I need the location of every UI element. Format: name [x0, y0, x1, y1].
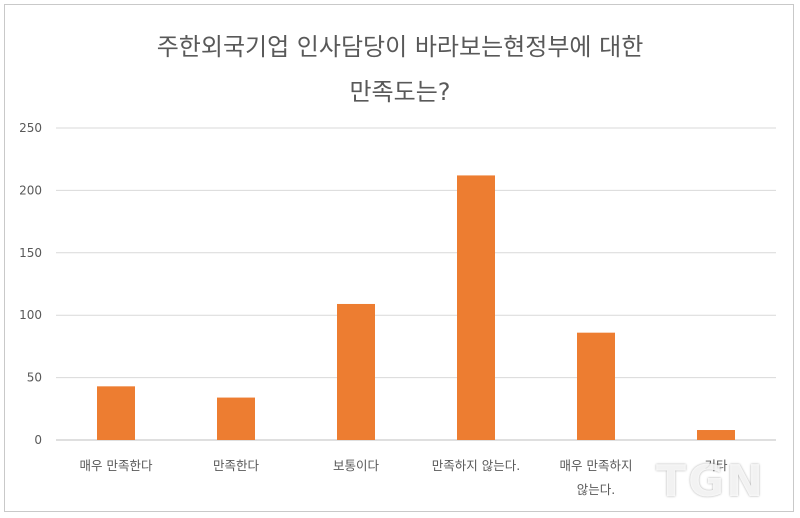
y-tick-label: 0 — [34, 433, 42, 447]
y-tick-label: 100 — [19, 308, 42, 322]
watermark-logo: TGN — [656, 456, 765, 507]
chart-title-line1: 주한외국기업 인사담당이 바라보는현정부에 대한 — [156, 33, 644, 61]
y-tick-label: 50 — [27, 371, 42, 385]
bar — [697, 430, 735, 440]
x-category-label: 않는다. — [577, 482, 615, 497]
y-tick-label: 200 — [19, 183, 42, 197]
bar — [217, 397, 255, 440]
chart-frame — [4, 4, 794, 512]
x-category-label: 매우 만족하지 — [560, 458, 633, 473]
chart-title-line2: 만족도는? — [349, 78, 451, 106]
x-category-label: 보통이다 — [333, 458, 380, 473]
bar — [337, 303, 375, 440]
y-tick-label: 150 — [19, 246, 42, 260]
x-category-label: 만족한다 — [213, 458, 260, 473]
gridlines — [56, 127, 776, 441]
x-category-label: 만족하지 않는다. — [432, 458, 520, 473]
bar — [577, 332, 615, 440]
y-tick-label: 250 — [19, 121, 42, 135]
x-category-label: 기타 — [704, 458, 728, 473]
bar — [457, 175, 495, 440]
x-category-label: 매우 만족한다 — [80, 458, 153, 473]
bars — [97, 175, 735, 440]
y-axis-ticks: 0 50 100 150 200 250 — [19, 121, 42, 447]
bar — [97, 386, 135, 440]
